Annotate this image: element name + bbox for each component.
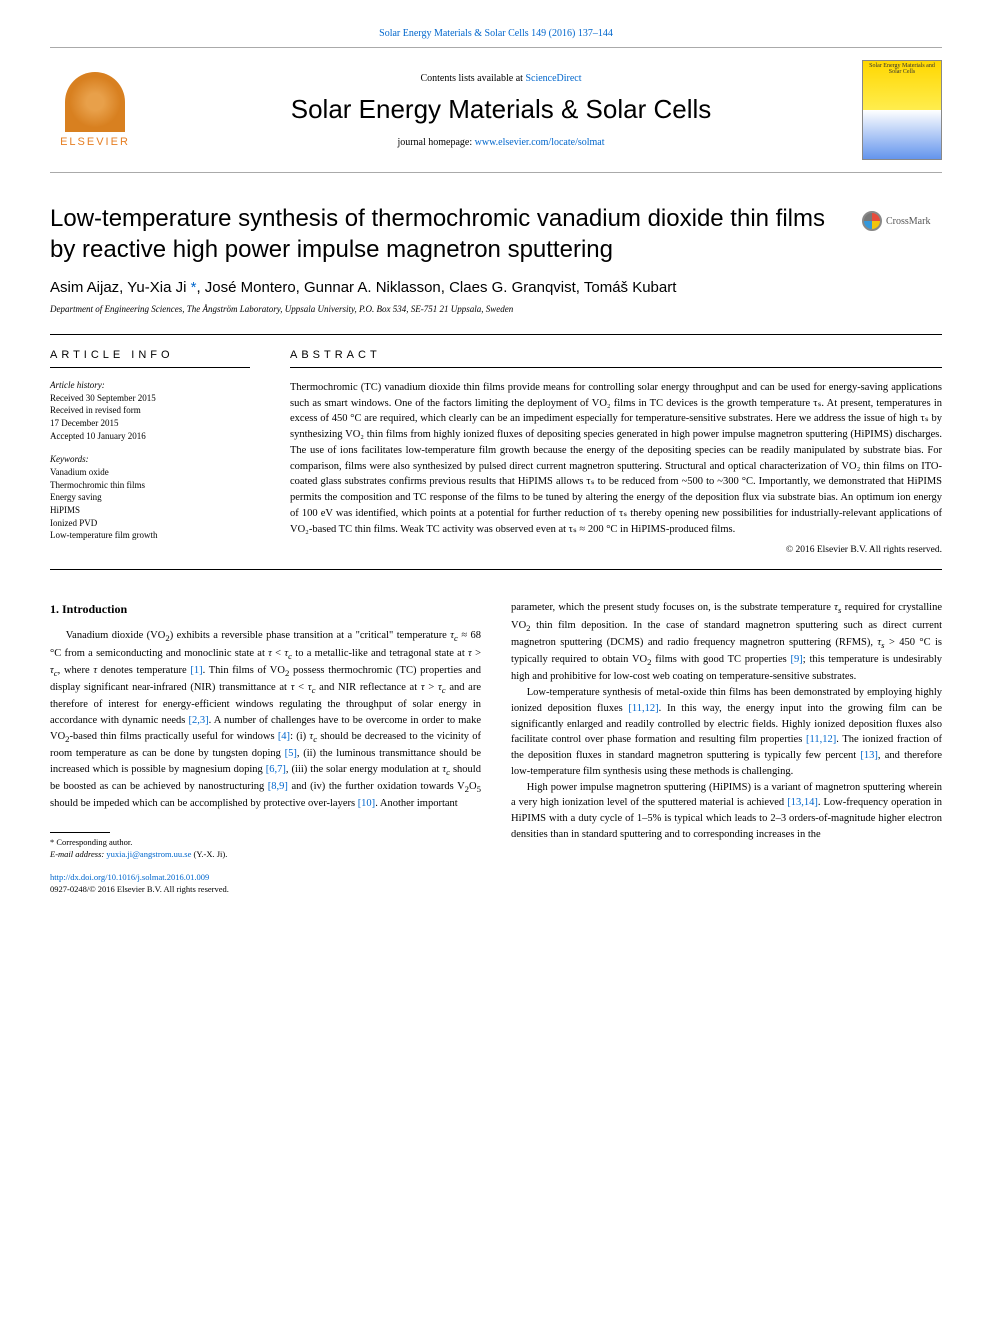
ref-link[interactable]: [10] (358, 798, 376, 809)
ref-link[interactable]: [11,12] (628, 703, 658, 714)
history-label: Article history: (50, 380, 250, 390)
elsevier-tree-icon (65, 72, 125, 132)
contents-line: Contents lists available at ScienceDirec… (140, 73, 862, 84)
crossmark-icon (862, 211, 882, 231)
ref-link[interactable]: [13] (860, 750, 878, 761)
ref-link[interactable]: [2,3] (189, 715, 209, 726)
journal-header: ELSEVIER Contents lists available at Sci… (50, 47, 942, 173)
ref-link[interactable]: [13,14] (787, 797, 818, 808)
ref-link[interactable]: [8,9] (268, 781, 288, 792)
running-header: Solar Energy Materials & Solar Cells 149… (50, 20, 942, 47)
article-info-heading: ARTICLE INFO (50, 349, 250, 368)
corresponding-marker[interactable]: * (186, 279, 196, 296)
corresponding-footnote: * Corresponding author. E-mail address: … (50, 837, 481, 861)
publisher-name: ELSEVIER (60, 136, 130, 148)
doi-link[interactable]: http://dx.doi.org/10.1016/j.solmat.2016.… (50, 872, 209, 882)
authors-line: Asim Aijaz, Yu-Xia Ji *, José Montero, G… (50, 277, 942, 300)
abstract-text: Thermochromic (TC) vanadium dioxide thin… (290, 380, 942, 538)
ref-link[interactable]: [4] (278, 731, 290, 742)
ref-link[interactable]: [1] (190, 665, 202, 676)
homepage-line: journal homepage: www.elsevier.com/locat… (140, 137, 862, 148)
section-1-heading: 1. Introduction (50, 600, 481, 618)
keywords-label: Keywords: (50, 454, 250, 464)
publisher-logo: ELSEVIER (50, 60, 140, 160)
citation-link[interactable]: Solar Energy Materials & Solar Cells 149… (379, 28, 613, 39)
issn-line: 0927-0248/© 2016 Elsevier B.V. All right… (50, 884, 229, 894)
ref-link[interactable]: [5] (285, 748, 297, 759)
body-paragraph: High power impulse magnetron sputtering … (511, 780, 942, 843)
abstract-copyright: © 2016 Elsevier B.V. All rights reserved… (290, 545, 942, 555)
ref-link[interactable]: [11,12] (806, 734, 836, 745)
body-paragraph: parameter, which the present study focus… (511, 600, 942, 685)
ref-link[interactable]: [9] (791, 654, 803, 665)
history-text: Received 30 September 2015 Received in r… (50, 392, 250, 442)
body-column-left: 1. Introduction Vanadium dioxide (VO2) e… (50, 600, 481, 896)
ref-link[interactable]: [6,7] (266, 764, 286, 775)
body-paragraph: Vanadium dioxide (VO2) exhibits a revers… (50, 628, 481, 812)
article-title: Low-temperature synthesis of thermochrom… (50, 203, 842, 265)
affiliation: Department of Engineering Sciences, The … (50, 304, 942, 314)
sciencedirect-link[interactable]: ScienceDirect (525, 73, 581, 84)
homepage-link[interactable]: www.elsevier.com/locate/solmat (475, 137, 605, 148)
abstract-heading: ABSTRACT (290, 349, 942, 368)
email-link[interactable]: yuxia.ji@angstrom.uu.se (106, 849, 191, 859)
crossmark-badge[interactable]: CrossMark (862, 209, 942, 233)
doi-block: http://dx.doi.org/10.1016/j.solmat.2016.… (50, 871, 481, 897)
keywords-text: Vanadium oxide Thermochromic thin films … (50, 466, 250, 542)
journal-cover-icon: Solar Energy Materials and Solar Cells (862, 60, 942, 160)
footnote-separator (50, 832, 110, 833)
body-column-right: parameter, which the present study focus… (511, 600, 942, 896)
journal-name: Solar Energy Materials & Solar Cells (140, 94, 862, 125)
body-paragraph: Low-temperature synthesis of metal-oxide… (511, 685, 942, 780)
